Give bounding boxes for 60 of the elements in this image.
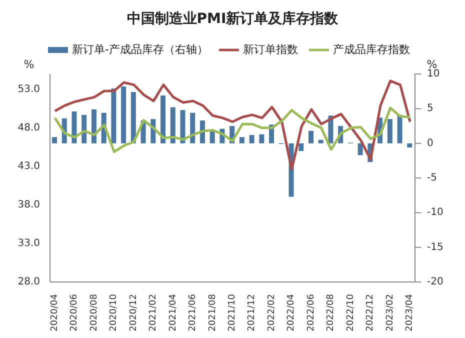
bar — [130, 92, 136, 144]
bar — [160, 95, 166, 144]
x-tick-label: 2022/06 — [306, 294, 316, 332]
y-tick-label: 33.0 — [18, 238, 40, 249]
bar — [72, 111, 77, 144]
bar — [82, 114, 87, 144]
x-tick-label: 2022/12 — [366, 294, 376, 332]
x-tick-label: 2023/04 — [405, 294, 416, 332]
bar — [298, 143, 304, 151]
bar — [111, 88, 116, 144]
x-tick-label: 2020/12 — [128, 294, 139, 332]
bar — [180, 110, 186, 144]
y2-tick-label: 0 — [427, 138, 434, 149]
bar — [358, 143, 363, 156]
y-tick-label: 43.0 — [18, 160, 40, 172]
bar — [407, 143, 412, 148]
bar — [308, 130, 314, 144]
bar — [249, 135, 254, 144]
x-tick-label: 2020/06 — [70, 294, 80, 332]
y-tick-label: 48.0 — [18, 122, 40, 134]
bar — [121, 86, 126, 144]
y-tick-label: 28.0 — [18, 276, 40, 288]
bar — [91, 109, 96, 144]
y-tick-label: 38.0 — [18, 199, 40, 210]
x-tick-label: 2022/10 — [346, 294, 356, 332]
bar — [239, 137, 244, 144]
bar — [397, 114, 402, 144]
bar — [259, 134, 264, 144]
x-tick-label: 2020/04 — [50, 294, 60, 332]
bar — [318, 140, 324, 144]
x-tick-label: 2021/10 — [228, 294, 238, 332]
y2-tick-label: -5 — [427, 172, 437, 184]
y2-tick-label: -20 — [427, 276, 444, 288]
x-tick-label: 2021/12 — [247, 294, 258, 332]
legend-label: 新订单指数 — [242, 42, 298, 57]
bar — [170, 107, 176, 144]
y-axis-title: % — [24, 58, 34, 71]
line-series — [54, 80, 412, 171]
y2-tick-label: -15 — [427, 242, 444, 253]
legend-label: 产成品库存指数 — [332, 42, 410, 57]
x-tick-label: 2021/06 — [188, 294, 198, 332]
bar — [52, 137, 57, 144]
y2-tick-label: 10 — [427, 68, 440, 80]
x-tick-label: 2021/02 — [148, 294, 159, 332]
x-tick-label: 2022/08 — [326, 294, 336, 332]
x-tick-label: 2022/02 — [266, 294, 277, 332]
x-tick-label: 2020/08 — [89, 294, 100, 332]
x-tick-label: 2021/08 — [208, 294, 218, 332]
chart-title: 中国制造业PMI新订单及库存指数 — [126, 10, 340, 29]
line-series — [54, 106, 412, 154]
bar — [190, 112, 196, 144]
y2-tick-label: -10 — [427, 207, 444, 218]
y-tick-label: 53.0 — [18, 84, 40, 95]
bar — [387, 119, 392, 144]
x-tick-label: 2022/04 — [286, 294, 297, 332]
legend-label: 新订单-产成品库存（右轴） — [72, 42, 208, 57]
y2-tick-label: 5 — [427, 103, 434, 114]
x-tick-label: 2021/04 — [168, 294, 178, 332]
x-tick-label: 2020/10 — [109, 294, 120, 332]
x-tick-label: 2023/02 — [385, 294, 396, 332]
